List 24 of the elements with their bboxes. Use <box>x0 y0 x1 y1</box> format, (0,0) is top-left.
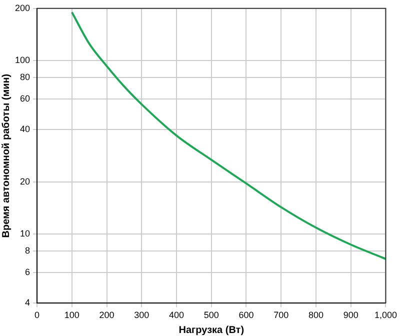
x-axis-title: Нагрузка (Вт) <box>178 324 244 336</box>
y-tick-label: 8 <box>25 245 30 256</box>
y-tick-label: 4 <box>25 298 30 308</box>
x-tick-label: 700 <box>274 310 289 320</box>
x-tick-label: 200 <box>99 310 114 320</box>
x-tick-label: 0 <box>34 310 40 320</box>
x-tick-label: 1,000 <box>374 310 398 320</box>
x-tick-label: 300 <box>134 310 150 320</box>
y-tick-label: 60 <box>20 94 30 104</box>
y-tick-label: 20 <box>20 176 30 186</box>
x-tick-label: 500 <box>204 310 219 320</box>
y-tick-label: 80 <box>20 72 30 82</box>
y-tick-label: 6 <box>25 267 30 278</box>
y-tick-label: 40 <box>20 124 30 134</box>
y-tick-label: 10 <box>20 228 30 239</box>
y-tick-label: 200 <box>14 2 30 13</box>
x-tick-label: 800 <box>308 310 324 320</box>
x-tick-label: 900 <box>343 310 358 320</box>
x-tick-label: 400 <box>168 310 184 320</box>
x-tick-label: 100 <box>64 310 80 320</box>
y-axis-title: Время автономной работы (мин) <box>0 74 12 238</box>
y-tick-label: 100 <box>14 55 30 66</box>
x-tick-label: 600 <box>238 310 254 320</box>
line-series <box>70 11 386 260</box>
